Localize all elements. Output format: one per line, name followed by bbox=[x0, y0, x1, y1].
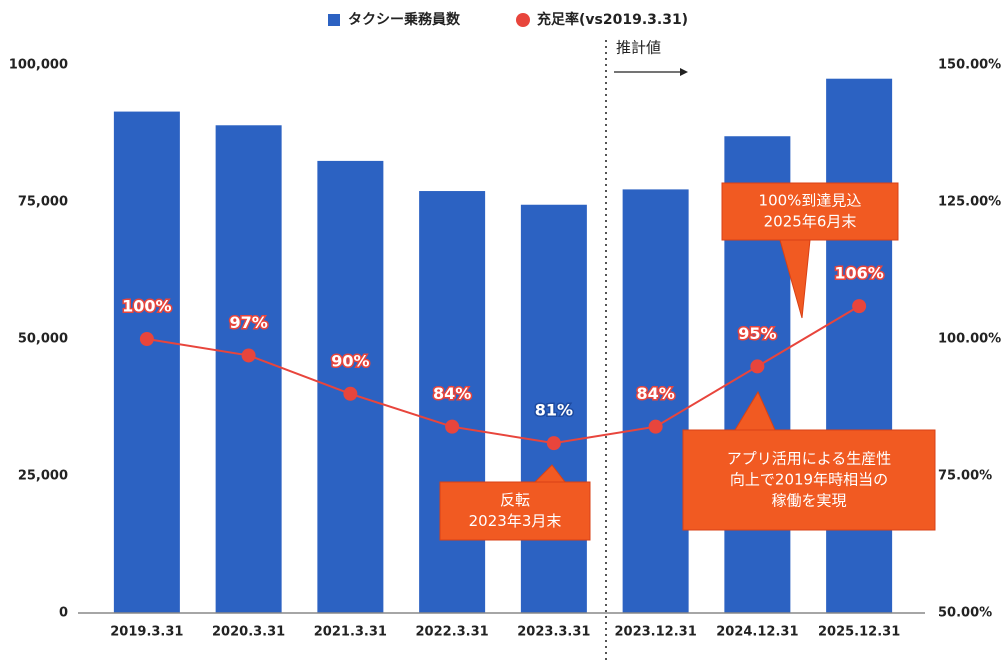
line-point bbox=[241, 348, 256, 363]
x-tick-label: 2023.12.31 bbox=[615, 625, 697, 640]
bar bbox=[215, 125, 282, 613]
data-label: 84% bbox=[433, 384, 471, 403]
line-point bbox=[343, 386, 358, 401]
callout-box bbox=[721, 182, 899, 241]
callout-text: 100%到達見込 bbox=[759, 192, 862, 210]
legend-label: 充足率(vs2019.3.31) bbox=[537, 11, 688, 28]
x-tick-label: 2023.3.31 bbox=[517, 625, 590, 640]
data-label: 106% bbox=[834, 264, 883, 283]
line bbox=[146, 305, 860, 445]
bar bbox=[826, 78, 893, 613]
callout-text: 稼働を実現 bbox=[771, 492, 846, 510]
forecast-arrow-head bbox=[680, 68, 688, 76]
data-label: 97% bbox=[229, 313, 267, 332]
data-label: 100% bbox=[122, 297, 171, 316]
legend-swatch bbox=[328, 14, 340, 26]
bar bbox=[419, 191, 486, 614]
line-point bbox=[546, 436, 561, 451]
callout-text: アプリ活用による生産性 bbox=[727, 450, 892, 468]
x-tick-label: 2024.12.31 bbox=[716, 625, 798, 640]
y2-tick-label: 150.00% bbox=[938, 58, 1001, 73]
bar bbox=[113, 111, 180, 613]
y2-tick-label: 50.00% bbox=[938, 606, 992, 621]
y2-tick-label: 75.00% bbox=[938, 469, 992, 484]
line-point bbox=[852, 299, 867, 314]
legend-label: タクシー乗務員数 bbox=[348, 11, 461, 28]
line-point bbox=[139, 332, 154, 346]
data-label: 81% bbox=[535, 401, 573, 420]
callout-text: 2023年3月末 bbox=[469, 512, 562, 530]
y-tick-label: 50,000 bbox=[18, 332, 68, 347]
x-tick-label: 2019.3.31 bbox=[110, 625, 183, 640]
y-tick-label: 25,000 bbox=[18, 469, 68, 484]
y2-tick-label: 100.00% bbox=[938, 332, 1001, 347]
y-tick-label: 100,000 bbox=[9, 58, 68, 73]
y-tick-label: 75,000 bbox=[18, 195, 68, 210]
y-tick-label: 0 bbox=[59, 606, 68, 621]
data-label: 95% bbox=[738, 324, 776, 343]
x-tick-label: 2022.3.31 bbox=[416, 625, 489, 640]
data-label: 90% bbox=[331, 351, 369, 370]
forecast-label: 推計値 bbox=[616, 39, 661, 57]
callout-text: 反転 bbox=[500, 491, 530, 509]
x-tick-label: 2025.12.31 bbox=[818, 625, 900, 640]
legend-swatch bbox=[516, 13, 530, 27]
line-point bbox=[648, 419, 663, 434]
line-point bbox=[445, 419, 460, 434]
callout-text: 2025年6月末 bbox=[764, 213, 857, 231]
bar bbox=[622, 189, 689, 613]
line-point bbox=[750, 359, 765, 374]
data-label: 84% bbox=[636, 384, 674, 403]
bar bbox=[520, 204, 587, 614]
callout-text: 向上で2019年時相当の bbox=[730, 471, 888, 489]
callout-box bbox=[682, 429, 936, 531]
callout-box bbox=[439, 481, 591, 541]
x-tick-label: 2020.3.31 bbox=[212, 625, 285, 640]
y2-tick-label: 125.00% bbox=[938, 195, 1001, 210]
x-tick-label: 2021.3.31 bbox=[314, 625, 387, 640]
